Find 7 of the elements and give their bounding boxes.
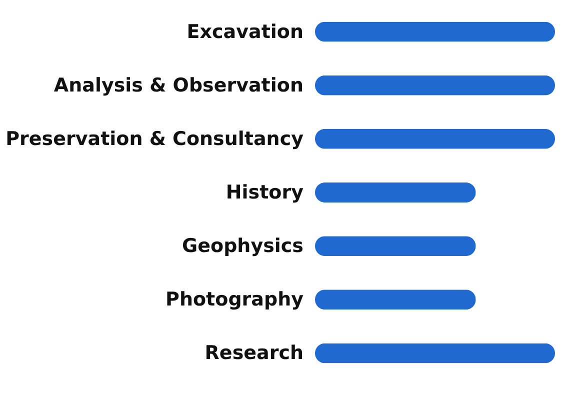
y-tick-label: Photography — [166, 288, 304, 311]
y-tick-label: Analysis & Observation — [54, 74, 304, 96]
y-tick-label: Geophysics — [182, 235, 304, 258]
y-tick-label: Excavation — [186, 20, 304, 43]
y-tick-label: Preservation & Consultancy — [6, 128, 304, 150]
y-tick-label: Research — [204, 342, 304, 364]
y-tick-label: History — [226, 182, 304, 204]
